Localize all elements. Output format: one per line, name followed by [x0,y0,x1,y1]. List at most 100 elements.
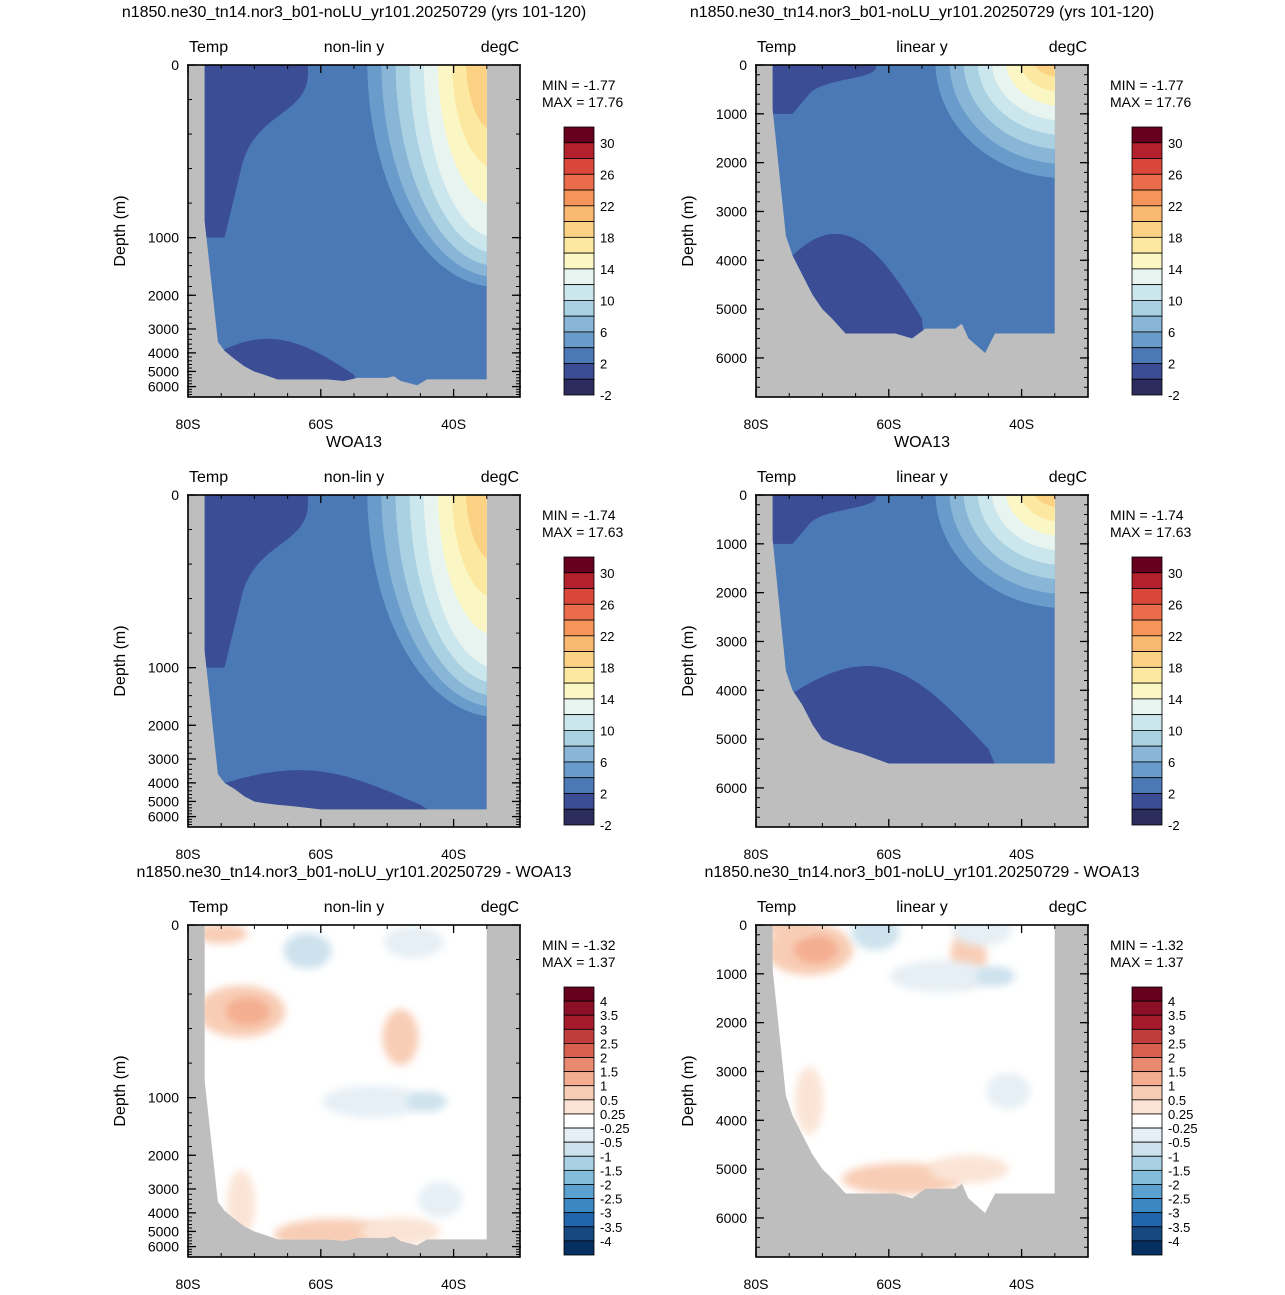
colorbar-swatch [1131,315,1163,333]
axis-scale-label: linear y [896,899,948,916]
colorbar-swatch [1131,635,1163,652]
y-tick-label: 4000 [148,775,179,791]
panel-title: WOA13 [894,434,950,451]
colorbar-label: 18 [1168,230,1182,245]
colorbar-label: -2.5 [600,1192,622,1207]
x-tick-label: 40S [1009,416,1034,432]
colorbar-label: 10 [1168,293,1182,308]
colorbar-swatch [563,331,595,349]
colorbar-swatch [1131,808,1163,826]
colorbar-swatch [1131,1169,1163,1185]
colorbar-swatch [1131,268,1163,286]
colorbar-swatch [563,1226,595,1242]
y-tick-label: 0 [171,917,179,933]
x-tick-label: 80S [744,846,769,862]
x-tick-label: 80S [744,416,769,432]
variable-label: Temp [757,469,796,486]
colorbar-swatch [563,158,595,175]
colorbar-swatch [1131,1057,1163,1073]
colorbar-label: 30 [1168,136,1182,151]
y-axis-title: Depth (m) [680,625,697,696]
colorbar-label: 2 [1168,1051,1175,1066]
x-tick-label: 40S [441,416,466,432]
colorbar-swatch [1131,556,1163,574]
colorbar-label: 0.5 [600,1093,618,1108]
colorbar-swatch [1131,1155,1163,1171]
y-tick-label: 5000 [716,1161,747,1177]
units-label: degC [1049,899,1087,916]
colorbar-swatch [563,1085,595,1101]
colorbar-swatch [563,252,595,270]
max-value: MAX = 17.63 [542,524,624,540]
colorbar-label: -1 [600,1149,612,1164]
colorbar-swatch [1131,189,1163,207]
colorbar-label: -2 [1168,388,1180,403]
colorbar-label: 30 [600,136,614,151]
colorbar-swatch [1131,331,1163,349]
colorbar-swatch [1131,666,1163,684]
variable-label: Temp [189,899,228,916]
colorbar-swatch [563,221,595,238]
colorbar-label: -2 [600,818,612,833]
colorbar-label: -1.5 [600,1163,622,1178]
variable-label: Temp [757,39,796,56]
colorbar-label: 1.5 [600,1065,618,1080]
y-tick-label: 4000 [716,682,747,698]
colorbar-swatch [1131,745,1163,763]
colorbar-swatch [563,315,595,333]
colorbar-swatch [563,651,595,668]
colorbar-swatch [563,698,595,716]
panel-5: n1850.ne30_tn14.nor3_b01-noLU_yr101.2025… [112,864,630,1292]
colorbar-swatch [1131,1043,1163,1058]
colorbar-swatch [1131,588,1163,605]
y-axis-title: Depth (m) [112,625,129,696]
colorbar-swatch [1131,1085,1163,1101]
y-tick-label: 6000 [716,1210,747,1226]
colorbar-swatch [1131,1240,1163,1256]
colorbar-label: 3.5 [600,1008,618,1023]
variable-label: Temp [189,39,228,56]
colorbar-label: 26 [600,597,614,612]
x-tick-label: 60S [876,1276,901,1292]
y-tick-label: 3000 [148,751,179,767]
colorbar-label: -1.5 [1168,1163,1190,1178]
panel-title: n1850.ne30_tn14.nor3_b01-noLU_yr101.2025… [137,864,572,881]
contour-field [204,925,487,1246]
min-value: MIN = -1.74 [542,507,616,523]
colorbar-swatch [563,745,595,763]
colorbar-label: -3 [1168,1206,1180,1221]
y-tick-label: 5000 [716,301,747,317]
colorbar-label: 0.25 [1168,1107,1193,1122]
colorbar-swatch [1131,714,1163,731]
colorbar-label: 3.5 [1168,1008,1186,1023]
y-tick-label: 4000 [148,345,179,361]
colorbar-swatch [1131,363,1163,380]
colorbar-swatch [1131,986,1163,1002]
colorbar-swatch [563,378,595,396]
colorbar-swatch [1131,619,1163,637]
max-value: MAX = 1.37 [542,954,616,970]
colorbar-label: 3 [1168,1022,1175,1037]
colorbar-label: 6 [600,755,607,770]
colorbar-label: 26 [1168,167,1182,182]
colorbar-swatch [1131,1184,1163,1199]
y-tick-label: 1000 [148,1090,179,1106]
colorbar-swatch [1131,300,1163,317]
max-value: MAX = 1.37 [1110,954,1184,970]
colorbar-label: -0.5 [600,1135,622,1150]
colorbar-label: 1.5 [1168,1065,1186,1080]
contour-field [772,495,1055,764]
y-tick-label: 5000 [148,793,179,809]
colorbar-label: 22 [1168,199,1182,214]
colorbar-swatch [563,142,595,159]
colorbar-swatch [563,666,595,684]
axis-scale-label: linear y [896,469,948,486]
y-axis-title: Depth (m) [680,1055,697,1126]
y-tick-label: 1000 [716,966,747,982]
colorbar-swatch [563,682,595,700]
colorbar: 43.532.521.510.50.25-0.25-0.5-1-1.5-2-2.… [1131,986,1198,1256]
contour-field [772,65,1055,354]
colorbar-swatch [563,1240,595,1256]
colorbar-label: -0.5 [1168,1135,1190,1150]
colorbar: 30 26 22 18 14 10 6 2 -2 [563,126,614,403]
